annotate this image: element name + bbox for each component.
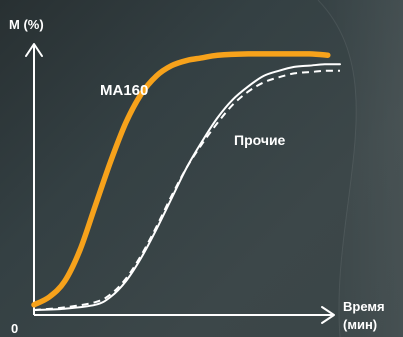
series-line-ma160 (31, 51, 331, 308)
y-axis-label: M (%) (9, 17, 44, 32)
x-axis-arrow-icon (321, 306, 335, 324)
background-sheen (318, 0, 403, 337)
series-label-prochie: Прочие (234, 132, 286, 148)
x-axis-label-line1: Время (343, 299, 385, 314)
origin-label: 0 (11, 321, 18, 336)
x-axis-label-line2: (мин) (343, 317, 377, 332)
background-edge-line (317, 0, 357, 337)
y-axis-arrow-icon (25, 43, 43, 57)
series-line-dashed (33, 69, 341, 311)
series-group (31, 51, 341, 311)
series-label-ma160: MA160 (100, 82, 148, 99)
series-line-prochie (33, 63, 341, 311)
axes (25, 43, 335, 324)
